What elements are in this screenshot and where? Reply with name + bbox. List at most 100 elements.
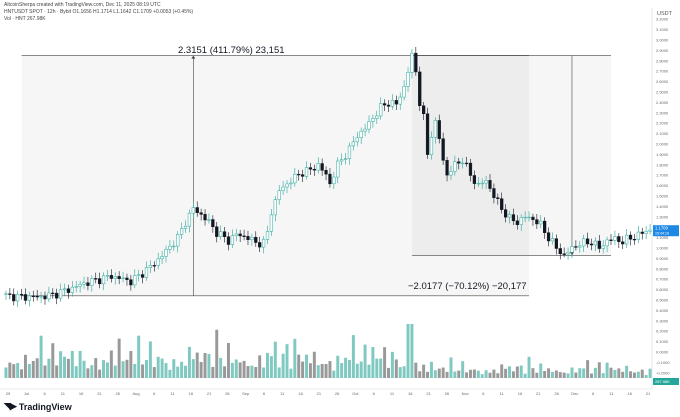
candle <box>148 260 153 274</box>
volume-bar <box>273 341 277 378</box>
candle-body <box>293 173 297 184</box>
candle <box>137 269 141 282</box>
volume-bar <box>629 371 633 378</box>
volume-bar <box>316 365 320 378</box>
candle-body <box>261 239 266 248</box>
volume-bar <box>355 363 359 378</box>
volume-bar <box>500 364 504 378</box>
candle <box>164 245 168 263</box>
y-tick-label: 1.0000 <box>656 246 669 251</box>
volume-bar <box>453 371 457 378</box>
volume-bar <box>199 362 203 378</box>
candle <box>347 142 352 165</box>
volume-bar <box>383 347 387 378</box>
rise-measurement-label: 2.3151 (411.79%) 23,151 <box>178 45 285 56</box>
volume-bar <box>539 363 543 378</box>
candle <box>367 115 371 134</box>
volume-bar <box>422 364 426 378</box>
volume-bar <box>133 364 137 378</box>
symbol-line: HNTUSDT SPOT · 12h · Bybit O1.1656 H1.17… <box>4 9 194 15</box>
y-tick-label: 2.6000 <box>656 79 669 84</box>
candle-body <box>58 289 63 299</box>
candle-body <box>301 174 305 177</box>
candle <box>66 284 71 299</box>
candle <box>371 114 375 128</box>
candle-body <box>640 231 644 234</box>
volume-bar <box>468 369 472 378</box>
candle <box>195 201 199 217</box>
volume-bar <box>433 370 437 378</box>
volume-bar <box>484 370 488 378</box>
candle <box>8 288 12 300</box>
candle-body <box>570 246 574 253</box>
candle <box>308 162 313 175</box>
candle <box>554 234 558 255</box>
volume-bar <box>640 369 644 378</box>
candle <box>94 272 98 284</box>
volume-bar <box>636 371 640 378</box>
candle <box>105 269 110 281</box>
volume-bar <box>129 350 133 378</box>
x-tick-label: 21 <box>207 391 212 396</box>
volume-bar <box>297 354 301 378</box>
volume-bar <box>648 368 652 378</box>
y-tick-label: -0.1000 <box>656 360 670 365</box>
volume-bar <box>180 361 184 378</box>
candle-body <box>480 182 484 185</box>
y-tick-label: 1.6000 <box>656 183 669 188</box>
volume-bar <box>4 367 8 378</box>
candle-body <box>347 145 352 159</box>
candle-body <box>269 214 274 232</box>
volume-bar <box>184 365 188 378</box>
y-tick-label: 3.2000 <box>656 17 669 22</box>
volume-bar <box>141 364 145 378</box>
volume-bar <box>12 364 16 378</box>
last-volume-value: 267.98K <box>655 379 670 384</box>
candle-body <box>355 137 359 143</box>
candle-body <box>168 245 172 250</box>
volume-bar <box>351 335 355 378</box>
candle-body <box>398 96 402 105</box>
volume-bar <box>617 368 621 378</box>
volume-bar <box>597 362 601 378</box>
volume-bar <box>441 367 445 378</box>
candle <box>234 228 238 242</box>
candle <box>429 131 434 160</box>
volume-bar <box>262 367 266 378</box>
candle-body <box>476 182 480 185</box>
volume-bar <box>367 364 371 378</box>
candle-body <box>597 240 601 249</box>
volume-bar <box>465 372 469 378</box>
volume-bar <box>418 371 422 378</box>
candle <box>316 157 320 174</box>
candle <box>476 177 480 187</box>
candle-body <box>203 214 207 221</box>
volume-bar <box>457 370 461 378</box>
candle <box>402 80 406 101</box>
candle-body <box>43 296 47 300</box>
candle <box>12 288 16 306</box>
candle-body <box>519 217 523 225</box>
x-tick-label: 11 <box>61 391 66 396</box>
candle <box>437 114 441 144</box>
candle-body <box>371 118 375 122</box>
candle <box>496 193 500 205</box>
candle-body <box>363 128 367 132</box>
candle-body <box>12 294 16 302</box>
candle <box>285 179 289 194</box>
candle-body <box>414 52 418 73</box>
candle <box>328 167 332 188</box>
volume-bar <box>492 369 496 378</box>
candle-body <box>441 138 445 161</box>
volume-bar <box>254 367 258 378</box>
x-tick-label: 11 <box>390 391 395 396</box>
candle <box>597 235 601 253</box>
volume-bar <box>582 368 586 378</box>
x-tick-label: 16 <box>79 391 84 396</box>
candle <box>172 240 176 251</box>
candle <box>453 155 457 176</box>
candle-body <box>511 214 516 222</box>
candle-body <box>558 248 562 255</box>
candle <box>187 209 192 233</box>
